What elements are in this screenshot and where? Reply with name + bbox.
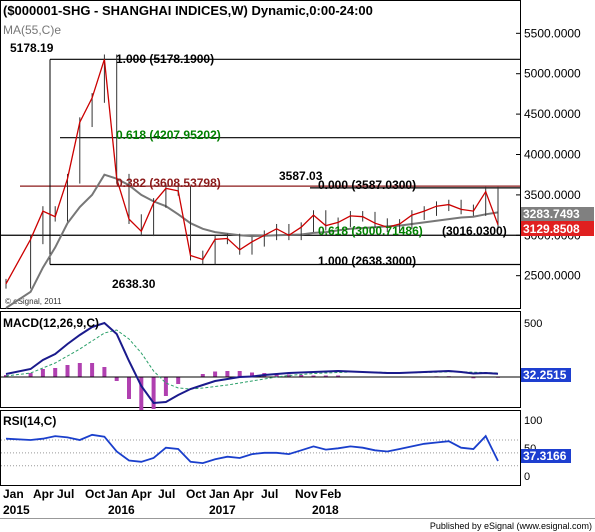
macd-hist-bar [114,377,119,381]
annotation-recent-high: 3587.03 [279,169,323,183]
price-value-label: 3129.8508 [523,222,580,236]
price-panel: ($000001-SHG - SHANGHAI INDICES,W) Dynam… [1,3,594,309]
macd-hist-bar [336,375,341,377]
rsi-panel: RSI(14,C) 100 50 0 37.3166 [1,414,571,483]
macd-histogram [4,363,500,410]
x-tick-label: Oct [85,487,105,501]
price-y-tick-label: 4000.0000 [524,148,581,162]
rsi-grid [1,439,520,467]
price-bars [5,54,499,289]
fib-label-0382: 0.382 (3608.53798) [116,176,221,190]
ma-line [5,173,499,309]
rsi-value-box [521,449,571,463]
x-tick-label: Feb [320,487,341,501]
x-tick-label: Oct [186,487,206,501]
annotation-low: 2638.30 [112,277,156,291]
fib-label-1000-top: 1.000 (5178.1900) [116,52,214,66]
fib-lines [1,58,520,266]
x-year-label: 2015 [3,503,30,517]
x-tick-label: Apr [131,487,152,501]
macd-hist-bar [237,371,242,377]
macd-hist-bar [90,363,95,377]
macd-hist-bar [200,374,205,377]
fib-label-1000-bottom: 1.000 (2638.3000) [318,254,416,268]
rsi-line [5,433,499,465]
macd-hist-bar [151,377,156,409]
price-y-tick-label: 5000.0000 [524,67,581,81]
ma-value-label: 3283.7493 [523,207,580,221]
macd-title: MACD(12,26,9,C) [3,316,99,330]
price-value-box [521,221,594,236]
macd-hist-bar [102,367,107,377]
macd-hist-bar [40,369,45,377]
macd-hist-bar [28,373,33,377]
macd-panel: MACD(12,26,9,C) 500 32.2515 [1,316,571,410]
ma-label: MA(55,C)e [3,23,61,37]
ma-value-box [521,207,594,221]
macd-line [5,321,499,405]
x-tick-label: Jan [107,487,128,501]
macd-hist-bar [274,374,279,377]
fib-label-0618-upper: 0.618 (4207.95202) [116,128,221,142]
macd-hist-bar [53,368,58,377]
footer-published: Published by eSignal (www.esignal.com) [430,521,592,531]
macd-tick-500: 500 [524,318,542,330]
macd-hist-bar [176,377,181,384]
x-tick-label: Jan [3,487,24,501]
ma-line-group [5,173,499,309]
macd-hist-bar [225,371,230,377]
x-axis: Jan Apr Jul Oct Jan Apr Jul Oct Jan Apr Jul Nov Feb2… [3,487,341,517]
rsi-value-label: 37.3166 [523,449,567,463]
macd-hist-bar [286,374,291,377]
rsi-panel-frame [0,410,521,486]
macd-value-box [521,368,571,382]
macd-hist-bar [163,377,168,396]
x-year-label: 2018 [312,503,339,517]
price-panel-frame [0,0,521,309]
macd-hist-bar [139,377,144,410]
macd-hist-bar [77,363,82,377]
fib-label-3016: (3016.0300) [442,224,507,238]
x-tick-label: Jul [57,487,74,501]
macd-hist-bar [471,377,476,379]
price-y-tick-label: 4500.0000 [524,107,581,121]
x-tick-label: Jan [209,487,230,501]
x-tick-label: Apr [233,487,254,501]
rsi-line-group [5,433,499,465]
macd-hist-bar [299,375,304,377]
footer-bar [0,518,595,532]
macd-value-label: 32.2515 [523,368,567,382]
x-year-label: 2016 [108,503,135,517]
annotation-high: 5178.19 [10,41,54,55]
macd-hist-bar [127,377,131,399]
macd-signal-line [5,329,499,390]
rsi-title: RSI(14,C) [3,414,56,428]
rsi-tick-100: 100 [524,415,542,427]
macd-hist-bar [250,372,254,377]
price-y-tick-label: 3500.0000 [524,188,581,202]
fib-label-0618-lower: 0.618 (3000.71486) [318,224,423,238]
rsi-tick-0: 0 [524,471,530,483]
macd-hist-bar [213,371,218,377]
x-year-label: 2017 [209,503,236,517]
copyright-label: © eSignal, 2011 [5,297,62,306]
macd-panel-frame [0,311,521,408]
price-line [5,59,499,285]
price-y-tick-label: 5500.0000 [524,26,581,40]
x-tick-label: Jul [158,487,175,501]
price-y-axis: 5500.0000 5000.0000 4500.0000 4000.0000 3500… [516,26,581,283]
macd-hist-bar [311,375,316,377]
x-tick-label: Apr [33,487,54,501]
macd-hist-bar [65,365,70,377]
panel-frames [0,0,521,486]
x-tick-label: Nov [295,487,318,501]
chart-title: ($000001-SHG - SHANGHAI INDICES,W) Dynam… [3,3,373,18]
fib-label-0000: 0.000 (3587.0300) [318,178,416,192]
x-tick-label: Jul [261,487,278,501]
macd-hist-bar [323,375,328,377]
price-y-tick-label: 2500.0000 [524,269,581,283]
macd-lines [5,321,499,405]
